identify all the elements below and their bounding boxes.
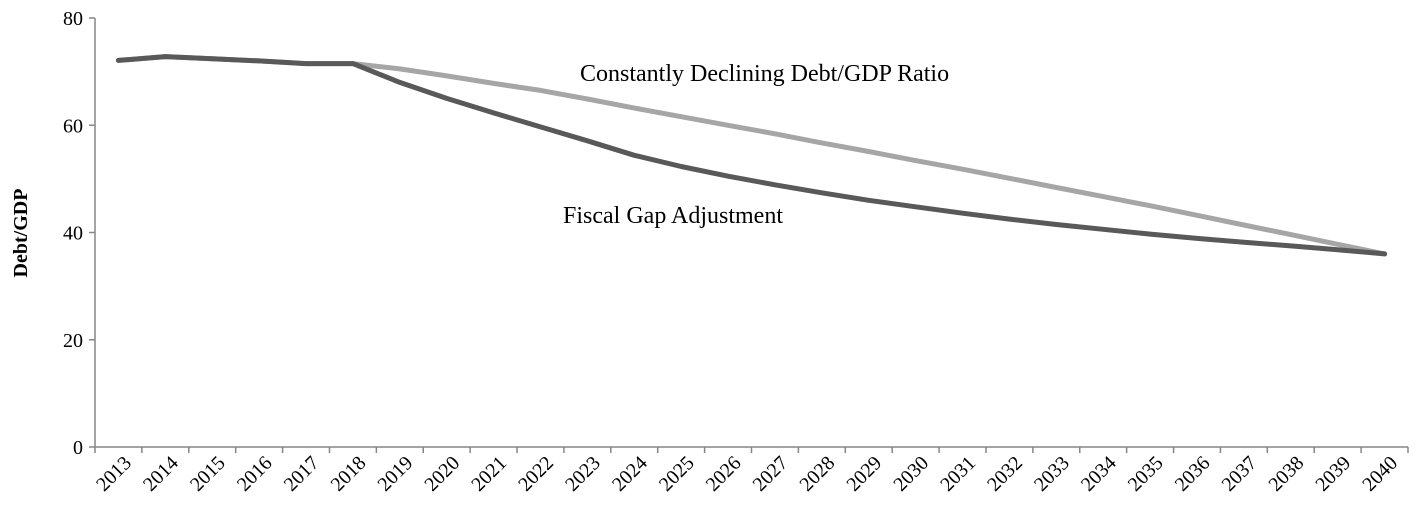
x-tick-label: 2038: [1264, 452, 1308, 496]
x-tick-label: 2023: [561, 452, 605, 496]
series-label-constantly-declining: Constantly Declining Debt/GDP Ratio: [580, 61, 949, 87]
x-tick-label: 2033: [1030, 452, 1074, 496]
x-tick-label: 2029: [842, 452, 886, 496]
x-tick-label: 2036: [1171, 452, 1215, 496]
x-tick-label: 2022: [514, 452, 558, 496]
x-tick-label: 2016: [233, 452, 277, 496]
x-tick-label: 2021: [467, 452, 511, 496]
x-tick-label: 2030: [889, 452, 933, 496]
x-tick-label: 2017: [280, 452, 324, 496]
y-axis: 0 20 40 60 80: [63, 8, 96, 459]
series-group: [115, 54, 1388, 257]
x-axis: 2013 2014 2015 2016 2017 2018 2019 2020 2021 2022…: [92, 446, 1409, 496]
x-tick-label: 2035: [1124, 452, 1168, 496]
x-tick-label: 2026: [702, 452, 746, 496]
x-tick-label: 2025: [655, 452, 699, 496]
x-tick-label: 2014: [139, 452, 183, 496]
x-tick-label: 2027: [749, 452, 793, 496]
y-tick-label: 20: [63, 330, 83, 352]
series-line-1: [115, 54, 1388, 257]
x-tick-label: 2013: [92, 452, 136, 496]
x-tick-label: 2019: [373, 452, 417, 496]
series-label-fiscal-gap: Fiscal Gap Adjustment: [563, 203, 783, 229]
y-tick-label: 40: [63, 223, 83, 245]
x-tick-label: 2015: [186, 452, 230, 496]
x-tick-label: 2020: [420, 452, 464, 496]
y-tick-label: 80: [63, 8, 83, 30]
x-tick-label: 2028: [796, 452, 840, 496]
x-tick-label: 2032: [983, 452, 1027, 496]
y-tick-label: 0: [73, 437, 83, 459]
x-tick-label: 2031: [936, 452, 980, 496]
x-tick-label: 2037: [1218, 452, 1262, 496]
y-axis-title: Debt/GDP: [10, 189, 32, 278]
y-tick-label: 60: [63, 115, 83, 137]
x-tick-label: 2024: [608, 452, 652, 496]
x-tick-label: 2018: [327, 452, 371, 496]
x-tick-label: 2040: [1358, 452, 1402, 496]
x-tick-label: 2039: [1311, 452, 1355, 496]
x-tick-label: 2034: [1077, 452, 1121, 496]
